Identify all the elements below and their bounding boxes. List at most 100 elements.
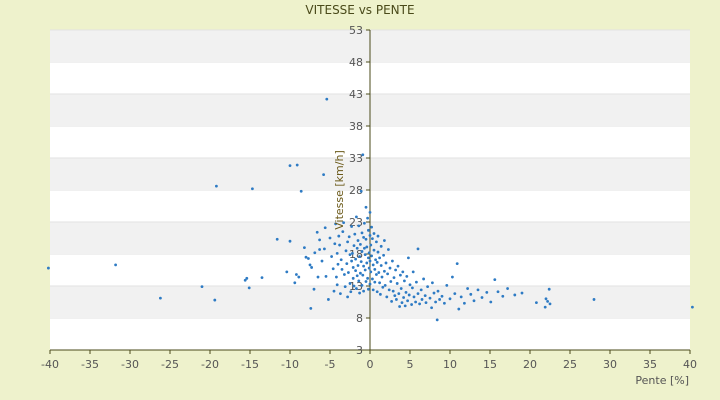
x-tick-label: -40 [41,358,59,371]
data-point [493,278,497,281]
data-point [422,277,425,281]
data-point [260,276,264,280]
data-point [457,307,461,311]
data-point [411,270,415,274]
data-point [335,275,338,279]
data-point [404,291,408,294]
data-point [445,283,449,287]
data-point [345,262,349,265]
data-point [363,221,366,225]
data-point [368,259,372,263]
data-point [426,285,429,289]
data-point [411,286,414,290]
data-point [354,257,357,261]
data-point [389,280,393,283]
data-point [307,257,310,260]
data-point [369,270,373,274]
data-point [535,301,538,305]
x-tick-label: 10 [443,358,457,371]
data-point [435,318,439,322]
data-point [341,230,345,234]
data-point [213,298,217,302]
data-point [322,173,325,177]
data-point [375,290,379,294]
chart-title: VITESSE vs PENTE [305,3,414,17]
data-point [386,272,389,276]
data-point [371,277,374,281]
x-tick-label: -25 [161,358,179,371]
data-point [374,258,377,262]
data-point [388,266,392,270]
data-point [364,237,368,241]
data-point [342,221,345,225]
x-tick-label: 20 [523,358,537,371]
data-point [416,292,420,296]
data-point [397,292,401,296]
data-point [354,269,357,273]
data-point [335,283,339,287]
data-point [379,292,382,296]
data-point [384,261,388,265]
data-point [406,299,409,303]
x-tick-label: -10 [281,358,299,371]
data-point [387,248,390,251]
data-point [353,232,357,236]
data-point [367,256,370,260]
data-point [399,287,403,290]
data-point [247,286,251,290]
data-point [344,249,348,253]
data-point [395,298,398,301]
data-point [378,256,381,260]
data-point [382,253,385,257]
data-point [333,242,337,246]
x-tick-label: 25 [563,358,577,371]
x-tick-label: 40 [683,358,697,371]
data-point [295,163,299,167]
data-point [375,260,379,264]
x-tick-labels: -40 -35 -30 -25 -20 -15 -10 -5 0 5 10 15 20 25 30 35 40 [41,358,697,371]
data-point [325,97,329,101]
data-point [337,234,341,238]
data-point [443,301,446,305]
data-point [159,296,162,300]
data-point [381,285,385,289]
data-point [455,262,459,265]
data-point [361,153,365,157]
data-point [380,275,384,279]
data-point [365,245,369,249]
y-tick-label: 38 [349,120,363,133]
data-point [347,235,351,239]
x-tick-label: 0 [367,358,374,371]
data-point [215,184,218,188]
data-point [343,285,347,289]
data-point [347,271,350,274]
data-point [375,273,378,276]
data-point [376,234,380,238]
data-point [200,285,204,289]
data-point [308,263,312,267]
data-point [383,283,387,287]
data-point [543,305,547,309]
data-point [358,291,361,295]
data-point [385,295,389,299]
data-point [391,259,394,263]
data-point [366,276,369,280]
data-point [371,237,374,241]
data-point [424,301,428,305]
data-point [432,291,436,295]
data-point [418,302,421,306]
data-point [359,189,363,193]
data-point [355,274,359,278]
data-point [328,236,332,240]
data-point [476,288,480,292]
data-point [303,246,306,250]
data-point [335,251,339,255]
data-point [520,291,524,295]
data-point [423,294,427,297]
data-point [334,222,337,226]
y-tick-label: 43 [349,88,363,101]
data-point [691,305,694,309]
data-point [351,251,354,255]
data-point [363,246,366,250]
data-point [592,298,596,301]
